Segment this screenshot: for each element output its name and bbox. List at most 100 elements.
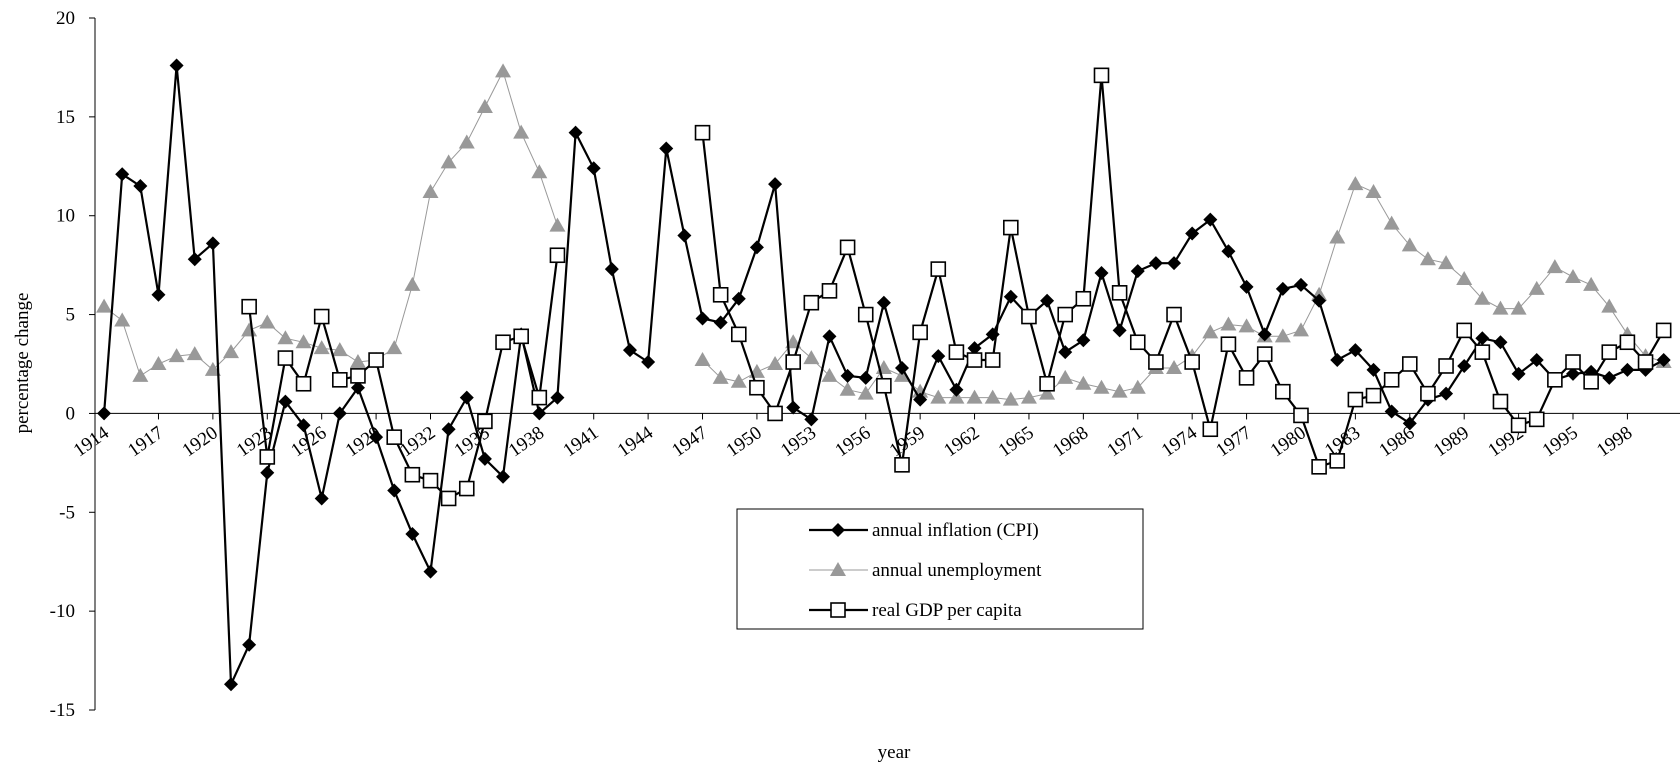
- point: [1475, 331, 1490, 346]
- point: [1129, 379, 1146, 394]
- point: [1492, 393, 1509, 410]
- point: [712, 286, 729, 303]
- point: [458, 134, 475, 149]
- y-tick-label: -10: [50, 601, 75, 622]
- point: [1185, 226, 1200, 241]
- point: [115, 167, 130, 182]
- point: [477, 451, 492, 466]
- point: [423, 564, 438, 579]
- x-tick-label: 1974: [1158, 422, 1202, 461]
- point: [259, 314, 276, 329]
- point: [1058, 345, 1073, 360]
- point: [1220, 336, 1237, 353]
- point: [97, 406, 112, 421]
- point: [495, 63, 512, 78]
- point: [241, 322, 258, 337]
- point: [730, 373, 747, 388]
- point: [749, 240, 764, 255]
- point: [1093, 67, 1110, 84]
- point: [967, 341, 982, 356]
- point: [1439, 386, 1454, 401]
- x-tick-label: 1938: [505, 422, 548, 461]
- point: [1257, 327, 1272, 342]
- point: [1039, 385, 1056, 400]
- y-axis-label: percentage change: [12, 293, 33, 434]
- point: [1457, 358, 1472, 373]
- point: [857, 306, 874, 323]
- point: [822, 329, 837, 344]
- point: [295, 375, 312, 392]
- y-tick-label: -15: [50, 700, 75, 721]
- point: [876, 295, 891, 310]
- point: [1274, 328, 1291, 343]
- point: [1057, 306, 1074, 323]
- point: [476, 98, 493, 113]
- point: [369, 430, 384, 445]
- point: [1094, 266, 1109, 281]
- point: [1366, 362, 1381, 377]
- point: [1111, 285, 1128, 301]
- legend-box: [736, 508, 1144, 630]
- point: [1002, 391, 1019, 406]
- point: [1401, 356, 1418, 372]
- point: [1420, 385, 1436, 402]
- point: [1293, 277, 1308, 292]
- point: [713, 315, 728, 330]
- point: [387, 483, 402, 498]
- point: [1565, 269, 1582, 284]
- x-tick-label: 1980: [1267, 422, 1310, 461]
- point: [1184, 354, 1200, 370]
- point: [1365, 183, 1382, 198]
- point: [1583, 276, 1600, 291]
- point: [767, 405, 783, 422]
- y-tick-label: 20: [56, 8, 75, 29]
- point: [749, 379, 765, 396]
- point: [532, 406, 547, 421]
- point: [404, 466, 421, 483]
- point: [422, 183, 439, 198]
- point: [1167, 256, 1182, 271]
- point: [1039, 375, 1055, 392]
- point: [549, 217, 566, 232]
- point: [1293, 407, 1309, 424]
- point: [440, 490, 457, 507]
- point: [1528, 411, 1545, 428]
- point: [260, 465, 275, 480]
- point: [895, 360, 910, 375]
- point: [1239, 279, 1254, 294]
- x-tick-label: 1989: [1430, 422, 1473, 461]
- point: [821, 367, 838, 382]
- point: [894, 457, 910, 473]
- point: [1021, 308, 1037, 325]
- legend-marker: [830, 562, 846, 576]
- point: [1438, 255, 1455, 270]
- point: [1329, 453, 1346, 469]
- x-tick-label: 1944: [614, 422, 658, 461]
- point: [1474, 290, 1491, 305]
- point: [1419, 251, 1436, 266]
- point: [966, 352, 983, 368]
- point: [840, 368, 855, 383]
- point: [513, 328, 529, 345]
- point: [1383, 372, 1400, 388]
- point: [1511, 366, 1526, 381]
- point: [350, 380, 365, 395]
- point: [786, 400, 801, 415]
- point: [1076, 333, 1091, 348]
- point: [659, 141, 674, 156]
- x-tick-label: 1956: [831, 422, 874, 461]
- point: [1311, 459, 1327, 475]
- y-tick-label: 10: [56, 206, 75, 227]
- x-tick-label: 1926: [287, 422, 330, 461]
- point: [803, 350, 820, 365]
- point: [386, 429, 403, 445]
- x-tick-label: 1947: [668, 422, 711, 461]
- point: [259, 449, 276, 465]
- point: [1547, 372, 1563, 388]
- point: [876, 377, 892, 394]
- x-tick-label: 1941: [559, 422, 602, 461]
- x-tick-label: 1995: [1539, 422, 1582, 461]
- point: [1583, 373, 1599, 390]
- point: [1565, 354, 1581, 370]
- point: [1402, 416, 1417, 431]
